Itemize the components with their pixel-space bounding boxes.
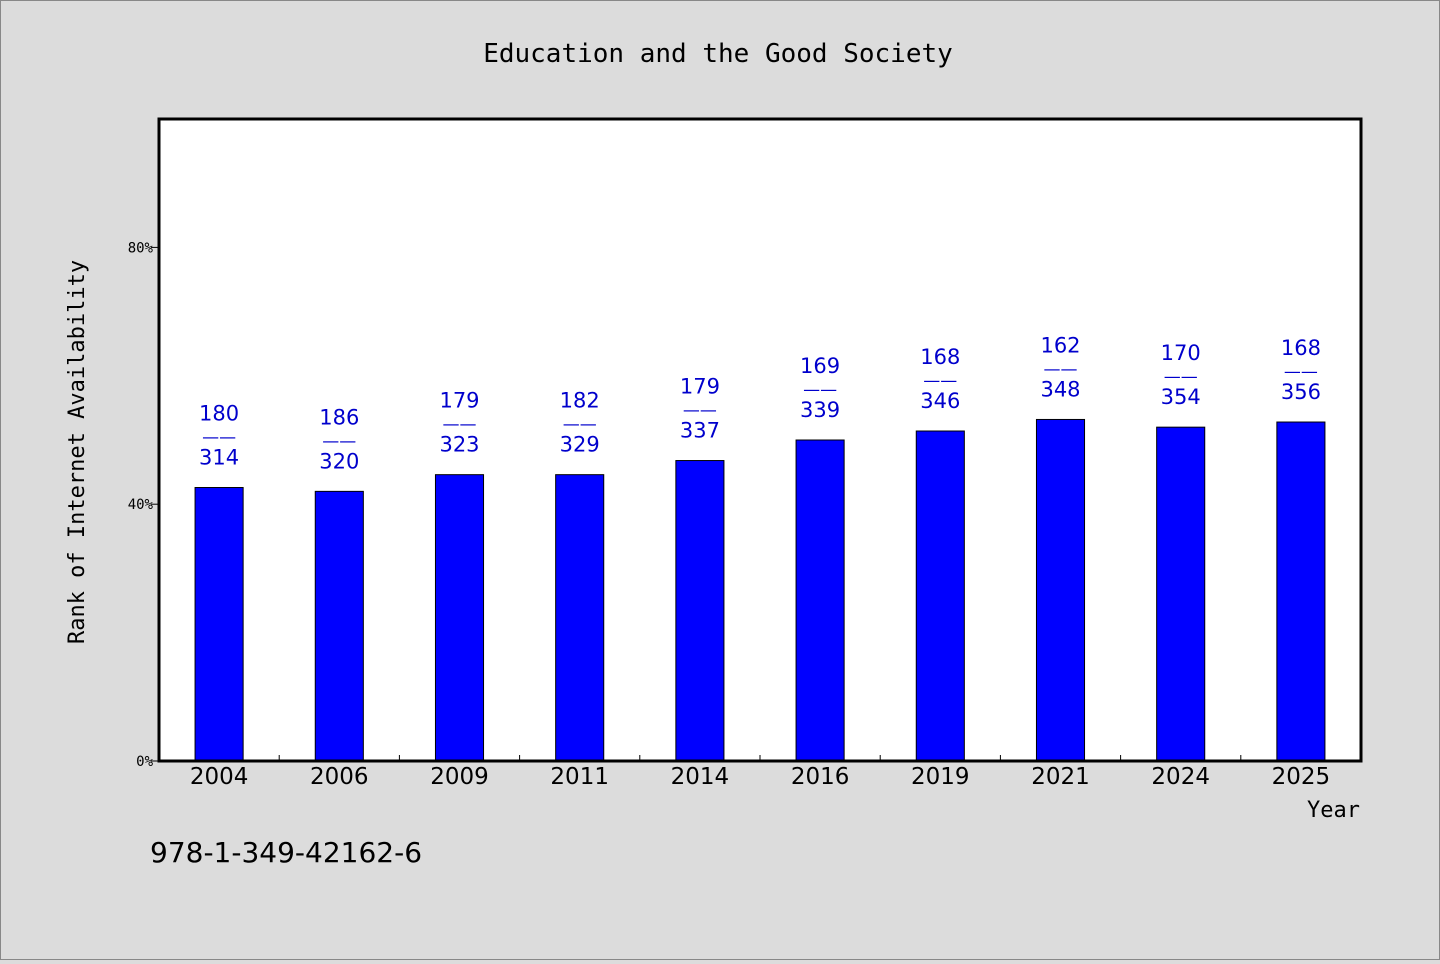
value-label-separator-2004: —— xyxy=(202,428,236,448)
x-tick-label-2021: 2021 xyxy=(1031,764,1090,790)
isbn-footnote: 978-1-349-42162-6 xyxy=(150,836,422,869)
value-label-bottom-2016: 339 xyxy=(800,398,840,422)
value-label-top-2025: 168 xyxy=(1281,336,1321,360)
x-tick-label-2014: 2014 xyxy=(671,764,730,790)
x-tick-label-2019: 2019 xyxy=(911,764,970,790)
value-label-bottom-2025: 356 xyxy=(1281,380,1321,404)
bar-2014 xyxy=(675,460,725,762)
bar-2009 xyxy=(434,474,485,762)
value-label-bottom-2004: 314 xyxy=(199,446,239,470)
value-label-separator-2016: —— xyxy=(803,380,837,400)
x-axis-title: Year xyxy=(1307,798,1360,823)
value-label-bottom-2021: 348 xyxy=(1040,377,1080,401)
x-tick-label-2016: 2016 xyxy=(791,764,850,790)
value-label-separator-2014: —— xyxy=(683,401,717,421)
value-label-top-2004: 180 xyxy=(199,402,239,426)
x-tick-label-2025: 2025 xyxy=(1272,764,1331,790)
y-tick-label-40%: 40% xyxy=(128,497,154,513)
bar-2004 xyxy=(194,487,244,762)
y-axis: 0% 40% 80% xyxy=(128,240,159,770)
value-label-bottom-2014: 337 xyxy=(680,419,720,443)
value-label-bottom-2024: 354 xyxy=(1161,385,1201,409)
bar-2006 xyxy=(314,490,364,762)
value-label-bottom-2011: 329 xyxy=(560,433,600,457)
value-label-top-2009: 179 xyxy=(439,389,479,413)
x-tick-label-2009: 2009 xyxy=(430,764,489,790)
bar-2025 xyxy=(1276,421,1326,762)
x-tick-label-2024: 2024 xyxy=(1151,764,1210,790)
value-label-top-2014: 179 xyxy=(680,375,720,399)
value-label-separator-2019: —— xyxy=(923,371,957,391)
y-tick-label-80%: 80% xyxy=(128,240,154,256)
value-label-separator-2006: —— xyxy=(322,431,356,451)
value-label-top-2011: 182 xyxy=(560,389,600,413)
y-tick-label-0%: 0% xyxy=(136,754,153,770)
x-axis: 2004 2006 2009 2011 2014 2016 2019 2021 2024 2025 xyxy=(190,755,1330,790)
value-label-bottom-2006: 320 xyxy=(319,449,359,473)
value-label-separator-2011: —— xyxy=(563,415,597,435)
chart-title: Education and the Good Society xyxy=(483,39,953,69)
value-label-separator-2021: —— xyxy=(1044,359,1078,379)
value-label-top-2016: 169 xyxy=(800,354,840,378)
bars-layer xyxy=(194,418,1326,762)
value-label-separator-2024: —— xyxy=(1164,367,1198,387)
bar-2016 xyxy=(795,439,845,762)
x-tick-label-2004: 2004 xyxy=(190,764,249,790)
value-label-bottom-2019: 346 xyxy=(920,389,960,413)
y-axis-title: Rank of Internet Availability xyxy=(65,260,90,644)
value-label-top-2019: 168 xyxy=(920,345,960,369)
x-tick-label-2011: 2011 xyxy=(550,764,609,790)
bar-2011 xyxy=(555,474,605,762)
x-tick-label-2006: 2006 xyxy=(310,764,369,790)
value-label-separator-2025: —— xyxy=(1284,362,1318,382)
value-label-separator-2009: —— xyxy=(443,415,477,435)
value-label-top-2021: 162 xyxy=(1040,333,1080,357)
value-label-top-2006: 186 xyxy=(319,405,359,429)
value-label-top-2024: 170 xyxy=(1161,341,1201,365)
value-labels-layer: 180——314186——320179——323182——329179——337… xyxy=(199,333,1321,473)
bar-2021 xyxy=(1035,418,1086,762)
bar-2024 xyxy=(1156,426,1206,762)
bar-2019 xyxy=(915,430,965,762)
value-label-bottom-2009: 323 xyxy=(439,433,479,457)
